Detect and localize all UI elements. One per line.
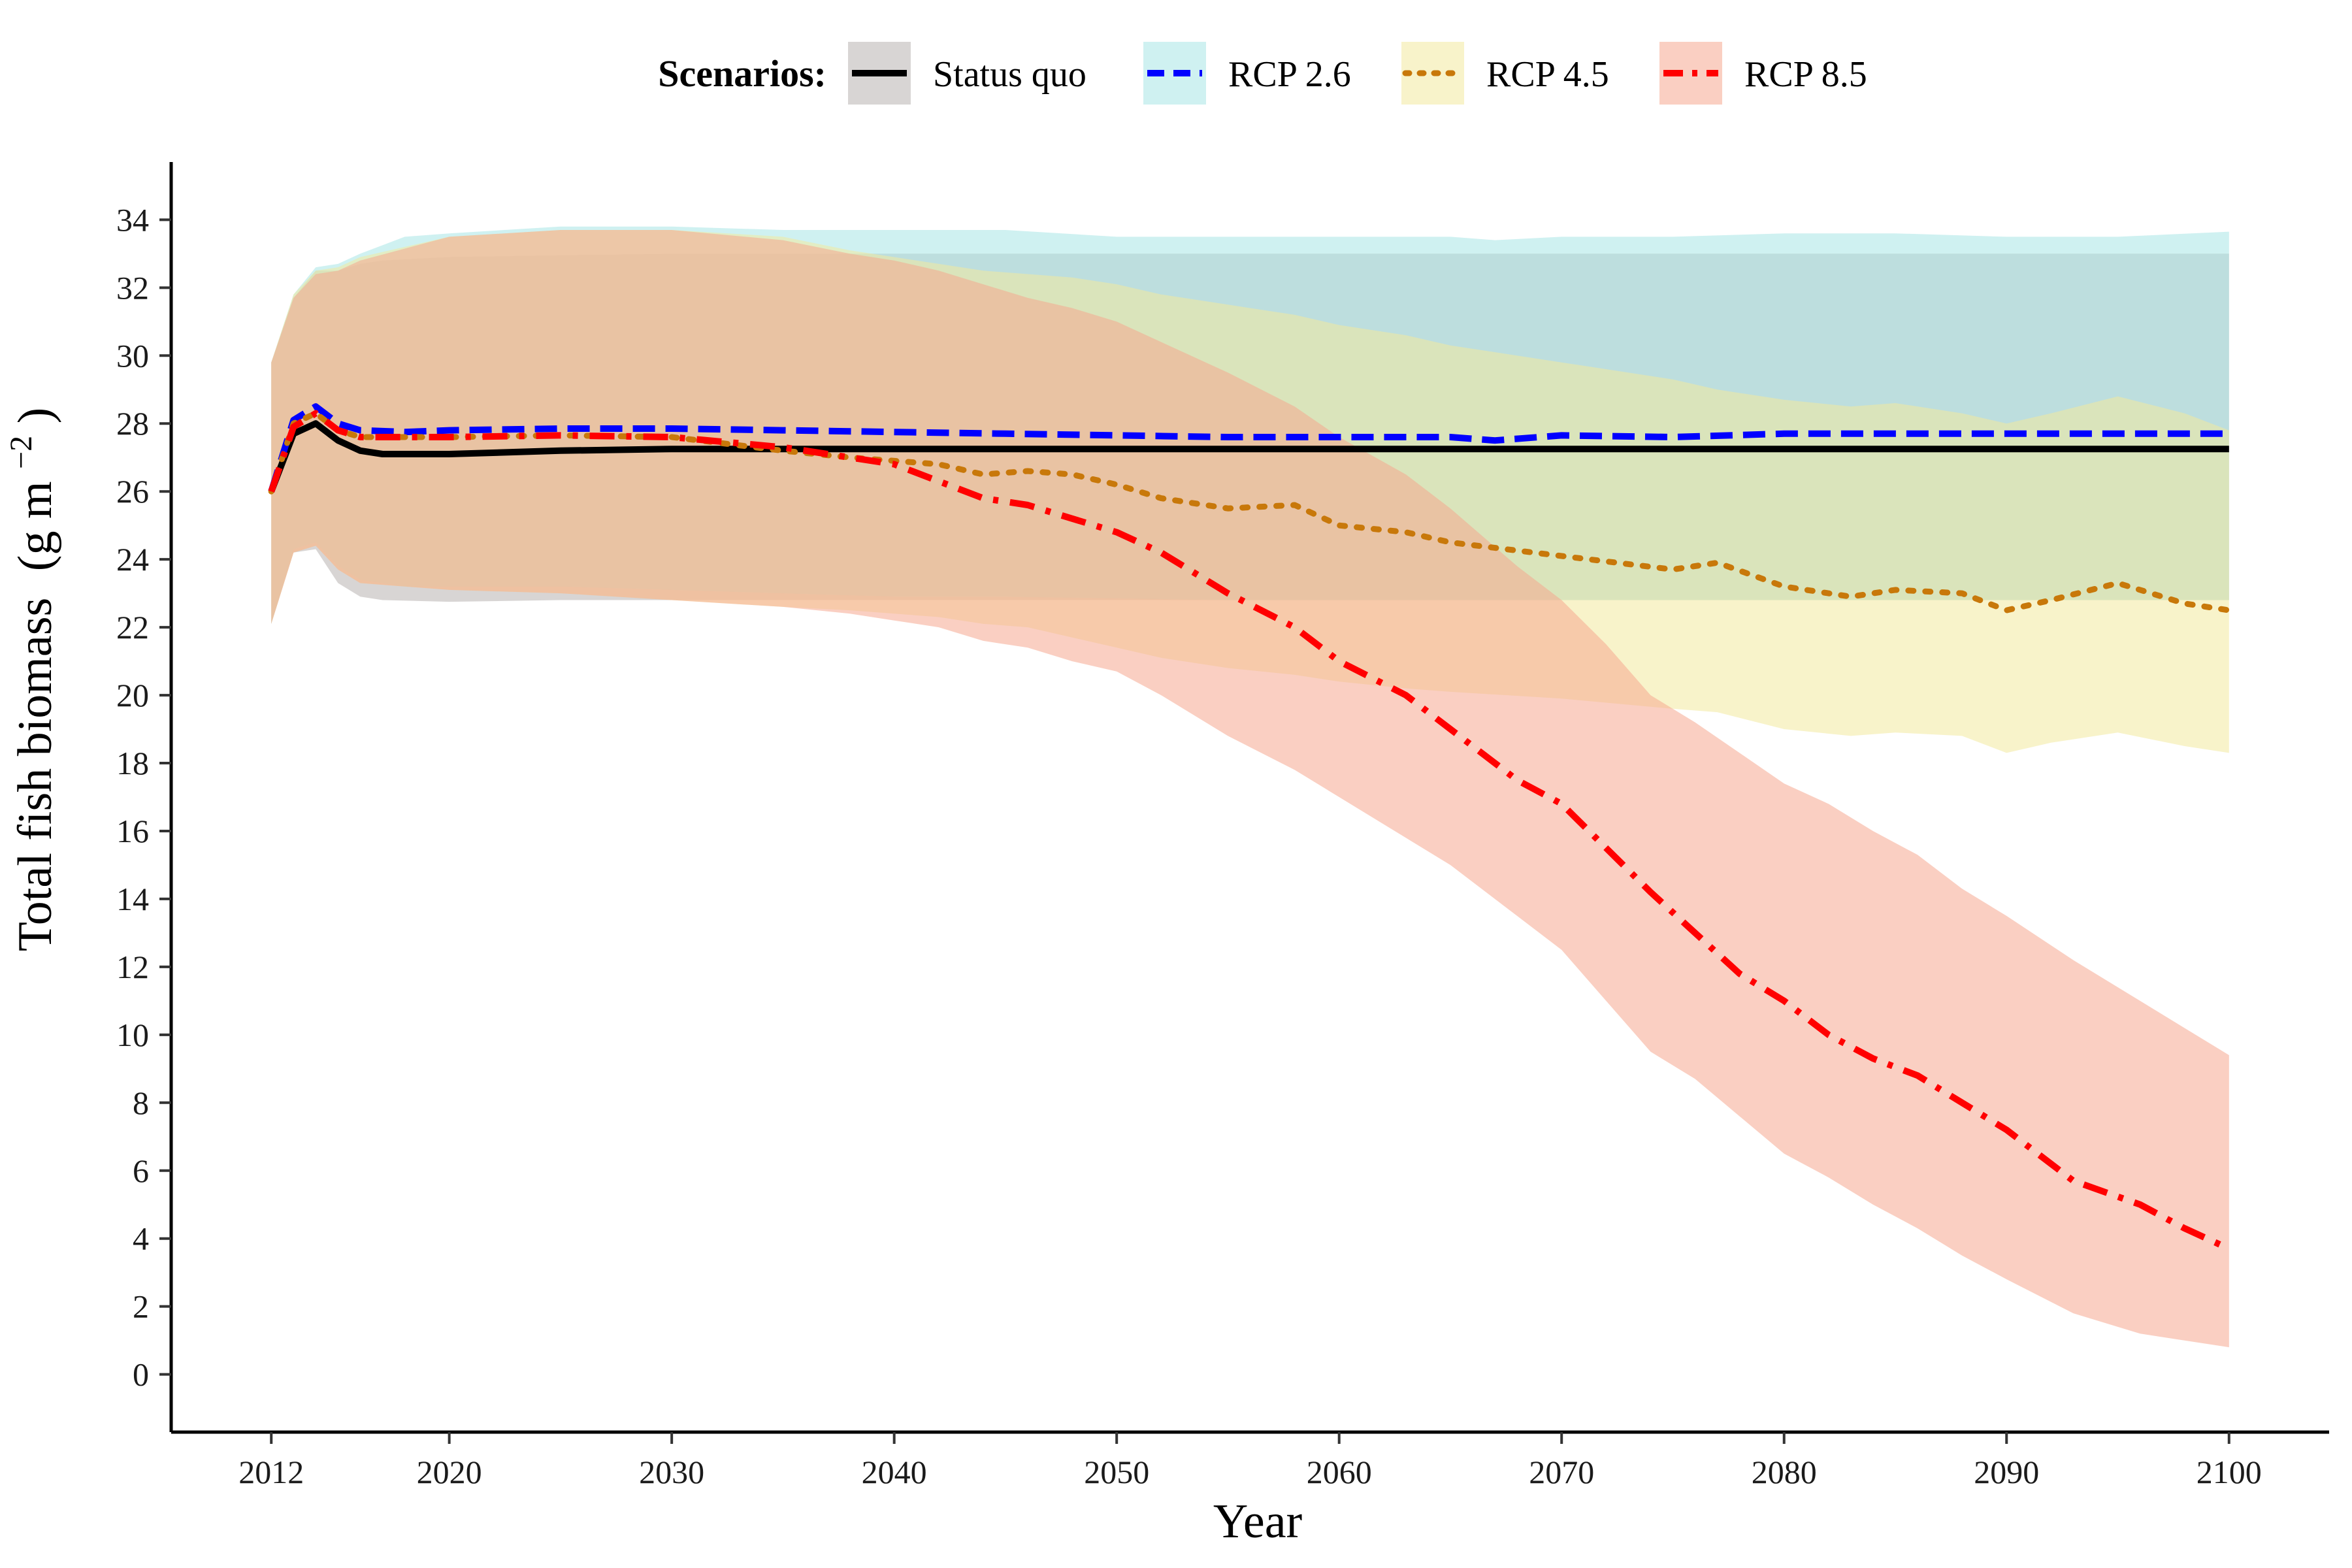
x-tick-label: 2050 <box>1084 1454 1149 1490</box>
x-tick-label: 2060 <box>1307 1454 1372 1490</box>
legend-item-rcp-2-6: RCP 2.6 <box>1143 42 1351 105</box>
legend-label: Status quo <box>933 54 1086 95</box>
band-rcp-8-5 <box>271 230 2229 1348</box>
x-tick-label: 2080 <box>1752 1454 1817 1490</box>
svg-text:Total fish biomass (g m: Total fish biomass (g m −2 ) <box>0 408 62 952</box>
y-tick-label: 4 <box>133 1220 149 1257</box>
y-axis-unit-exponent: −2 <box>4 436 39 469</box>
legend: Scenarios: Status quo RCP 2.6 RCP 4.5 RCP 8.… <box>658 42 1867 105</box>
y-axis-unit-close: ) <box>8 408 62 424</box>
y-axis-title: Total fish biomass <box>8 598 62 952</box>
y-tick-label: 18 <box>116 745 149 781</box>
x-tick-label: 2070 <box>1529 1454 1594 1490</box>
x-tick-label: 2030 <box>639 1454 704 1490</box>
y-tick-label: 2 <box>133 1288 149 1325</box>
line-status-quo <box>268 420 2229 493</box>
x-tick-label: 2012 <box>238 1454 304 1490</box>
y-tick-label: 24 <box>116 541 149 578</box>
y-tick-label: 12 <box>116 949 149 985</box>
x-tick-label: 2020 <box>417 1454 482 1490</box>
y-tick-label: 20 <box>116 677 149 713</box>
y-tick-label: 28 <box>116 405 149 442</box>
y-tick-label: 10 <box>116 1017 149 1053</box>
legend-label: RCP 4.5 <box>1486 54 1609 95</box>
y-tick-label: 32 <box>116 269 149 306</box>
confidence-bands <box>271 226 2229 1348</box>
axes: 2012 2020 2030 2040 2050 2060 2070 2080 2090 2100… <box>116 162 2329 1490</box>
y-tick-label: 22 <box>116 609 149 645</box>
y-tick-label: 0 <box>133 1356 149 1393</box>
x-tick-label: 2090 <box>1974 1454 2039 1490</box>
y-tick-label: 26 <box>116 473 149 510</box>
line-rcp-2-6 <box>268 403 2229 493</box>
y-axis-unit: (g m <box>8 481 62 571</box>
legend-label: RCP 8.5 <box>1744 54 1867 95</box>
y-tick-label: 30 <box>116 337 149 374</box>
series-lines <box>268 403 2232 1252</box>
x-axis-title: Year <box>1213 1495 1302 1548</box>
y-tick-label: 6 <box>133 1152 149 1189</box>
legend-item-status-quo: Status quo <box>848 42 1086 105</box>
y-axis-title-group: Total fish biomass (g m −2 ) <box>0 408 62 952</box>
line-rcp-8-5 <box>268 410 2230 1252</box>
x-tick-label: 2040 <box>862 1454 927 1490</box>
legend-title: Scenarios: <box>658 52 826 95</box>
legend-item-rcp-8-5: RCP 8.5 <box>1659 42 1867 105</box>
legend-item-rcp-4-5: RCP 4.5 <box>1401 42 1609 105</box>
x-tick-label: 2100 <box>2197 1454 2262 1490</box>
y-tick-label: 14 <box>116 881 149 917</box>
y-tick-label: 8 <box>133 1085 149 1121</box>
y-tick-label: 34 <box>116 201 149 238</box>
y-tick-label: 16 <box>116 813 149 849</box>
legend-label: RCP 2.6 <box>1228 54 1351 95</box>
